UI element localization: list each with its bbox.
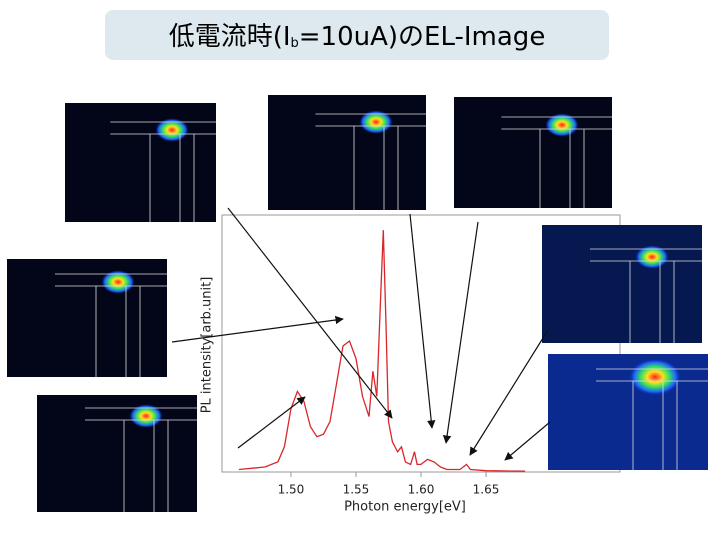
- title-box: [105, 10, 609, 60]
- image-background: [65, 103, 216, 222]
- arrow: [442, 221, 479, 444]
- image-background: [548, 354, 708, 470]
- image-background: [7, 259, 167, 377]
- el-image: [542, 225, 702, 343]
- el-image: [37, 395, 197, 512]
- arrow: [237, 396, 306, 449]
- el-images: [7, 95, 708, 512]
- title-subscript: b: [291, 36, 299, 51]
- x-tick-label: 1.55: [343, 483, 370, 497]
- title-part: 低電流時(I: [169, 22, 291, 52]
- spectrum-line: [238, 230, 526, 472]
- x-axis-label: Photon energy[eV]: [344, 500, 466, 515]
- emission-spot: [359, 110, 393, 134]
- image-background: [454, 97, 612, 208]
- arrows: [171, 207, 551, 461]
- arrow: [469, 329, 549, 456]
- x-tick-label: 1.60: [408, 483, 435, 497]
- el-image: [548, 354, 708, 470]
- y-axis-label: PL intensity[arb.unit]: [200, 277, 215, 414]
- arrow: [171, 315, 344, 343]
- emission-spot: [635, 245, 669, 269]
- chart: Photon energy[eV] PL intensity[arb.unit]…: [200, 214, 621, 515]
- title-part: =10uA)のEL-Image: [299, 22, 546, 52]
- image-background: [268, 95, 426, 210]
- title: 低電流時(Ib=10uA)のEL-Image: [169, 22, 546, 52]
- emission-spot: [628, 358, 682, 396]
- arrow: [504, 421, 551, 461]
- x-tick-label: 1.65: [473, 483, 500, 497]
- image-background: [37, 395, 197, 512]
- image-background: [542, 225, 702, 343]
- emission-spot: [545, 113, 579, 137]
- arrow: [227, 207, 393, 419]
- el-image: [7, 259, 167, 377]
- arrow: [409, 213, 436, 429]
- el-image: [268, 95, 426, 210]
- el-image: [454, 97, 612, 208]
- x-tick-label: 1.50: [278, 483, 305, 497]
- el-image: [65, 103, 216, 222]
